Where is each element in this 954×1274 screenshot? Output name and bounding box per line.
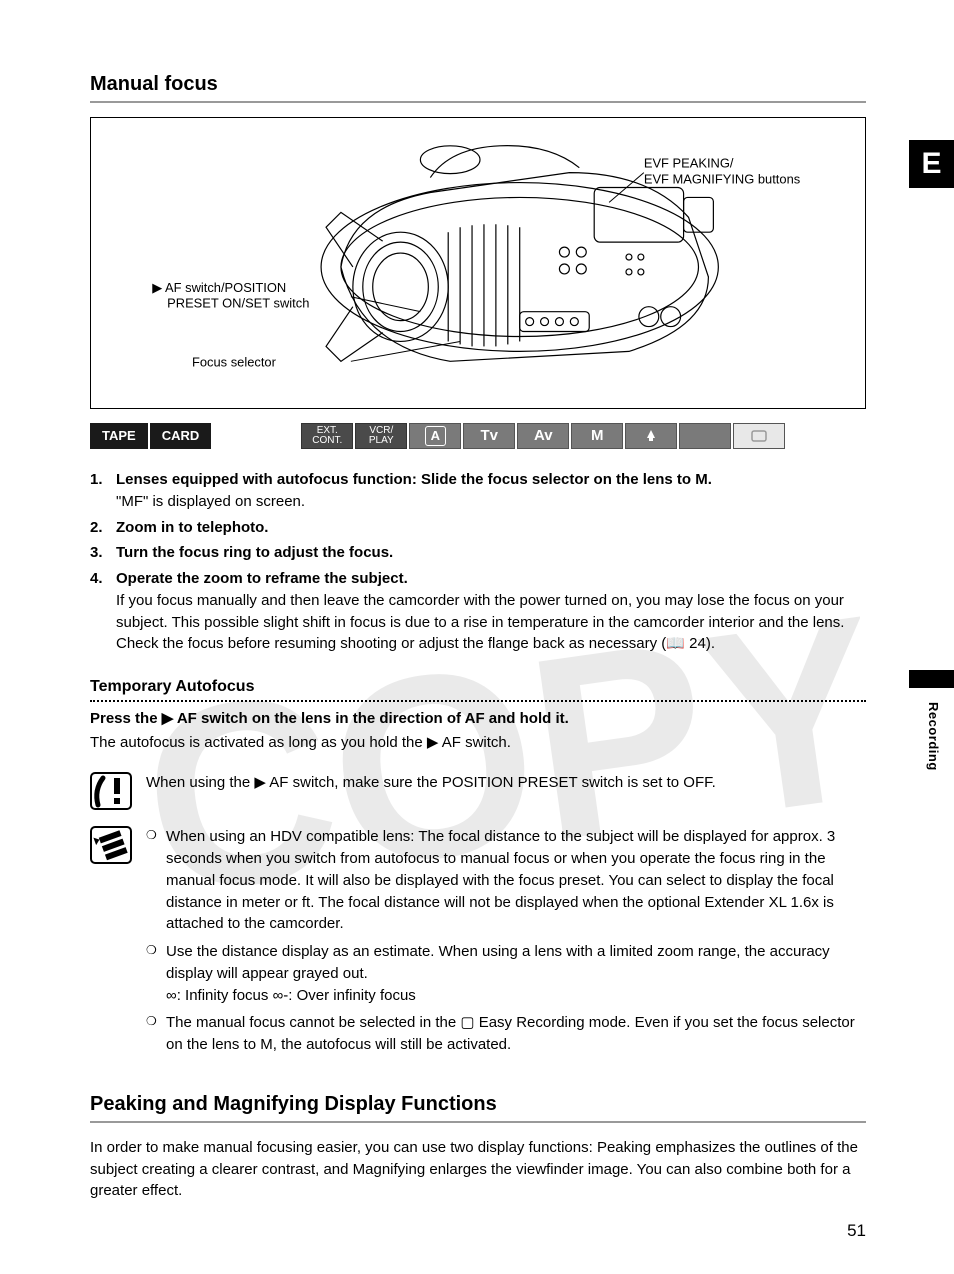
svg-text:EVF PEAKING/: EVF PEAKING/ xyxy=(644,156,734,171)
svg-text:EVF MAGNIFYING buttons: EVF MAGNIFYING buttons xyxy=(644,172,800,187)
mode-easy-icon xyxy=(733,423,785,449)
press-body: The autofocus is activated as long as yo… xyxy=(90,732,866,754)
step-1: Lenses equipped with autofocus function:… xyxy=(90,469,866,513)
figure-camcorder: ▶ AF switch/POSITION PRESET ON/SET switc… xyxy=(90,117,866,409)
note-1: When using an HDV compatible lens: The f… xyxy=(146,826,866,935)
mode-tv: Tv xyxy=(463,423,515,449)
mode-card: CARD xyxy=(150,423,212,449)
warning-block: When using the ▶ AF switch, make sure th… xyxy=(90,772,866,817)
svg-text:▶ AF switch/POSITION: ▶ AF switch/POSITION xyxy=(152,280,286,295)
warning-text: When using the ▶ AF switch, make sure th… xyxy=(146,772,866,817)
mode-bar: TAPE CARD EXT.CONT. VCR/PLAY A Tv Av M xyxy=(90,423,866,449)
mode-spotlight-icon xyxy=(625,423,677,449)
mode-ext-cont: EXT.CONT. xyxy=(301,423,353,449)
heading-peaking-magnifying: Peaking and Magnifying Display Functions xyxy=(90,1090,866,1123)
dotted-rule xyxy=(90,700,866,702)
steps-list: Lenses equipped with autofocus function:… xyxy=(90,469,866,655)
svg-text:Focus selector: Focus selector xyxy=(192,354,277,369)
exclamation-icon xyxy=(90,772,132,817)
notes-block: When using an HDV compatible lens: The f… xyxy=(90,826,866,1062)
mode-m: M xyxy=(571,423,623,449)
mode-a: A xyxy=(409,423,461,449)
heading-manual-focus: Manual focus xyxy=(90,70,866,103)
mode-vcr-play: VCR/PLAY xyxy=(355,423,407,449)
notes-list: When using an HDV compatible lens: The f… xyxy=(146,826,866,1056)
note-3: The manual focus cannot be selected in t… xyxy=(146,1012,866,1056)
mode-night-icon xyxy=(679,423,731,449)
peaking-body: In order to make manual focusing easier,… xyxy=(90,1137,866,1202)
note-2: Use the distance display as an estimate.… xyxy=(146,941,866,1006)
step-4: Operate the zoom to reframe the subject.… xyxy=(90,568,866,655)
page-content: Manual focus xyxy=(0,0,954,1232)
step-3: Turn the focus ring to adjust the focus. xyxy=(90,542,866,564)
svg-text:PRESET ON/SET switch: PRESET ON/SET switch xyxy=(167,296,309,311)
heading-temporary-autofocus: Temporary Autofocus xyxy=(90,675,866,698)
notes-icon xyxy=(90,826,132,1062)
press-instruction: Press the ▶ AF switch on the lens in the… xyxy=(90,708,866,730)
step-2: Zoom in to telephoto. xyxy=(90,517,866,539)
mode-tape: TAPE xyxy=(90,423,148,449)
mode-av: Av xyxy=(517,423,569,449)
